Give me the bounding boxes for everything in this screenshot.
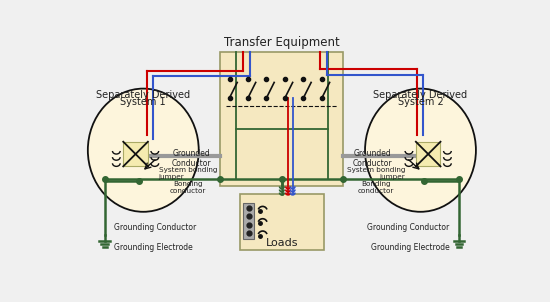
- Bar: [220, 52, 343, 186]
- Text: Grounding Conductor: Grounding Conductor: [367, 223, 450, 232]
- Text: Separately Derived: Separately Derived: [96, 90, 190, 100]
- Text: Grounding Electrode: Grounding Electrode: [114, 243, 192, 252]
- Bar: [416, 142, 441, 166]
- Text: Loads: Loads: [266, 238, 298, 248]
- Bar: [243, 203, 254, 239]
- Text: Grounded
Conductor: Grounded Conductor: [353, 149, 393, 168]
- Text: System 2: System 2: [398, 97, 443, 107]
- Text: Grounding Electrode: Grounding Electrode: [371, 243, 450, 252]
- Bar: [123, 142, 148, 166]
- Text: Bonding
conductor: Bonding conductor: [358, 181, 394, 194]
- Text: Bonding
conductor: Bonding conductor: [170, 181, 206, 194]
- Bar: [240, 194, 324, 249]
- Text: System 1: System 1: [120, 97, 166, 107]
- Ellipse shape: [365, 88, 476, 212]
- Text: System bonding
jumper: System bonding jumper: [346, 167, 405, 180]
- Ellipse shape: [88, 88, 199, 212]
- Text: System bonding
jumper: System bonding jumper: [159, 167, 217, 180]
- Text: Grounded
Conductor: Grounded Conductor: [171, 149, 211, 168]
- Text: Transfer Equipment: Transfer Equipment: [224, 36, 340, 49]
- Text: Separately Derived: Separately Derived: [373, 90, 468, 100]
- Text: Grounding Conductor: Grounding Conductor: [114, 223, 196, 232]
